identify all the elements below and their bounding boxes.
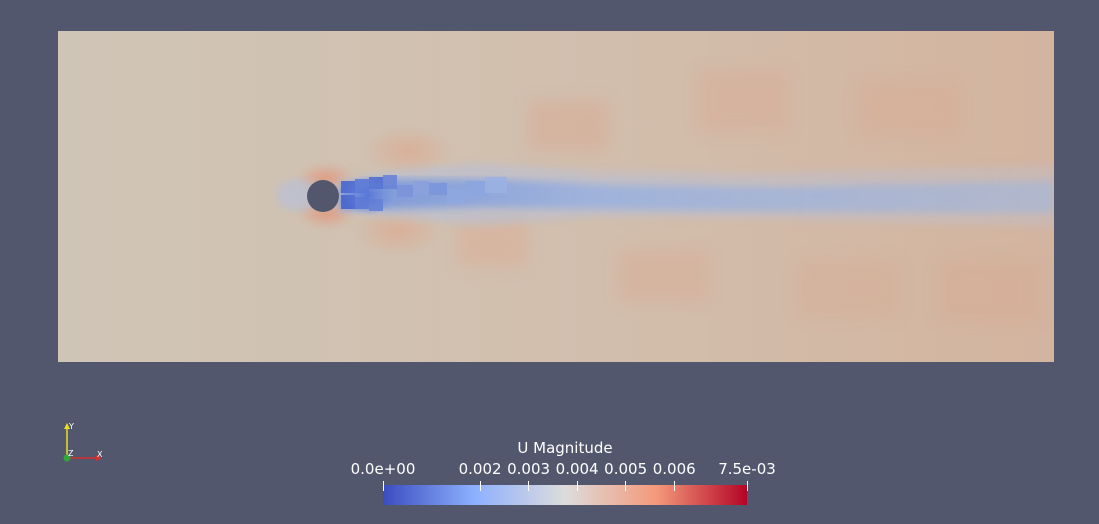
- color-legend-title: U Magnitude: [517, 439, 613, 457]
- color-legend-tick: [625, 481, 627, 491]
- color-legend-tick-label: 7.5e-03: [718, 460, 776, 478]
- flow-domain-render[interactable]: [58, 31, 1054, 362]
- z-axis-dot: [63, 454, 71, 462]
- color-legend-tick: [382, 481, 384, 491]
- color-legend-tick: [528, 481, 530, 491]
- color-legend-tick-label: 0.002: [458, 460, 502, 478]
- color-legend-tick-label: 0.003: [507, 460, 551, 478]
- color-legend[interactable]: U Magnitude 0.0e+00 0.002 0.003 0.004 0.005 0…: [340, 436, 790, 516]
- color-legend-tick: [576, 481, 578, 491]
- z-axis-label: Z: [68, 449, 74, 458]
- y-axis-label: Y: [68, 422, 74, 431]
- color-legend-tick: [673, 481, 675, 491]
- orientation-axes-triad: Y X Z: [63, 422, 103, 462]
- color-legend-tick: [746, 481, 748, 491]
- color-legend-tick-label: 0.004: [555, 460, 599, 478]
- color-legend-tick: [479, 481, 481, 491]
- color-legend-tick-label: 0.005: [604, 460, 648, 478]
- color-legend-tick-label: 0.006: [652, 460, 696, 478]
- color-legend-bar: [383, 485, 747, 505]
- color-legend-tick-label: 0.0e+00: [350, 460, 416, 478]
- x-axis-label: X: [97, 450, 103, 459]
